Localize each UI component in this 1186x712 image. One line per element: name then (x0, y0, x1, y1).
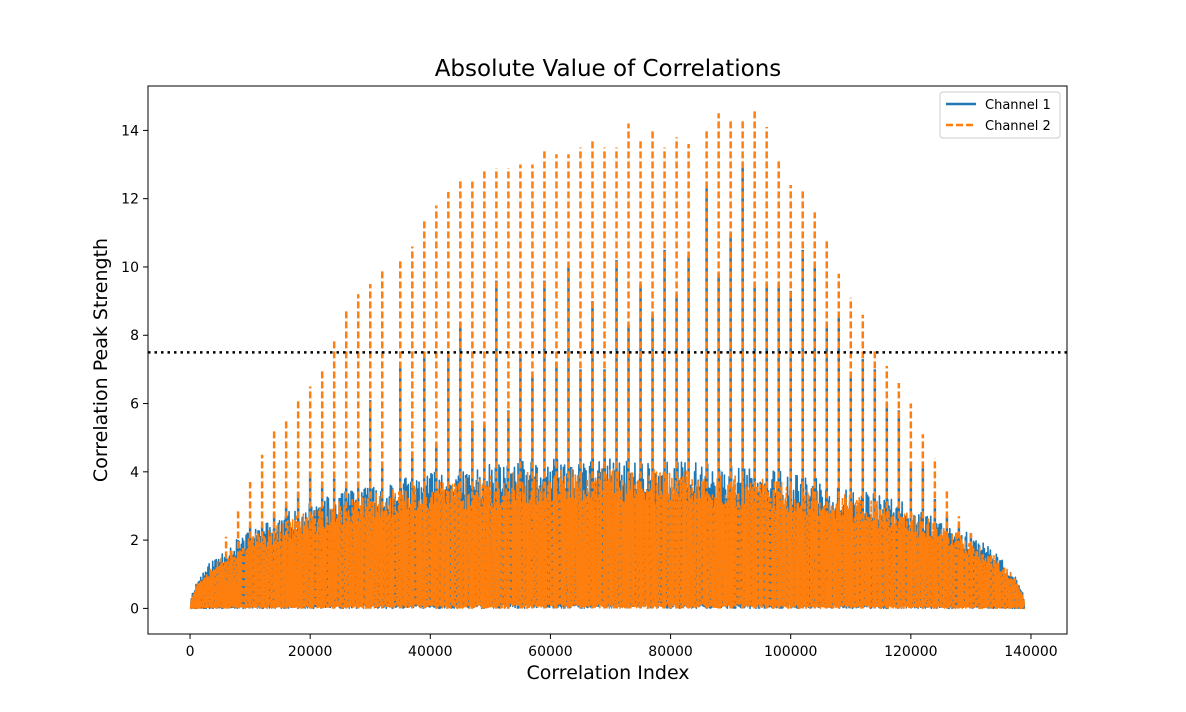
y-tick-label: 6 (130, 397, 139, 413)
x-tick-label: 60000 (528, 644, 573, 660)
x-tick-label: 80000 (648, 644, 693, 660)
x-axis-title: Correlation Index (526, 662, 689, 684)
y-tick-label: 10 (121, 260, 139, 276)
y-axis: 0 2 4 6 8 10 12 14 (121, 123, 148, 617)
x-axis: 0 20000 40000 60000 80000 100000 120000 140000 (186, 634, 1058, 660)
plot-frame (147, 85, 1068, 635)
y-tick-label: 14 (121, 123, 139, 139)
chart-title: Absolute Value of Correlations (435, 56, 782, 82)
plot-area (147, 85, 1068, 635)
y-tick-label: 4 (130, 465, 139, 481)
x-tick-label: 40000 (408, 644, 453, 660)
x-tick-label: 140000 (1004, 644, 1057, 660)
y-tick-label: 0 (130, 601, 139, 617)
legend: Channel 1 Channel 2 (939, 91, 1061, 139)
y-tick-label: 8 (130, 328, 139, 344)
legend-label-channel-2: Channel 2 (985, 119, 1051, 134)
y-tick-label: 2 (130, 533, 139, 549)
x-tick-label: 0 (186, 644, 195, 660)
x-tick-label: 20000 (288, 644, 333, 660)
y-axis-title: Correlation Peak Strength (90, 238, 112, 482)
legend-label-channel-1: Channel 1 (985, 98, 1051, 113)
series-2 (189, 109, 1026, 610)
y-tick-label: 12 (121, 192, 139, 208)
x-tick-label: 100000 (764, 644, 817, 660)
x-tick-label: 120000 (884, 644, 937, 660)
